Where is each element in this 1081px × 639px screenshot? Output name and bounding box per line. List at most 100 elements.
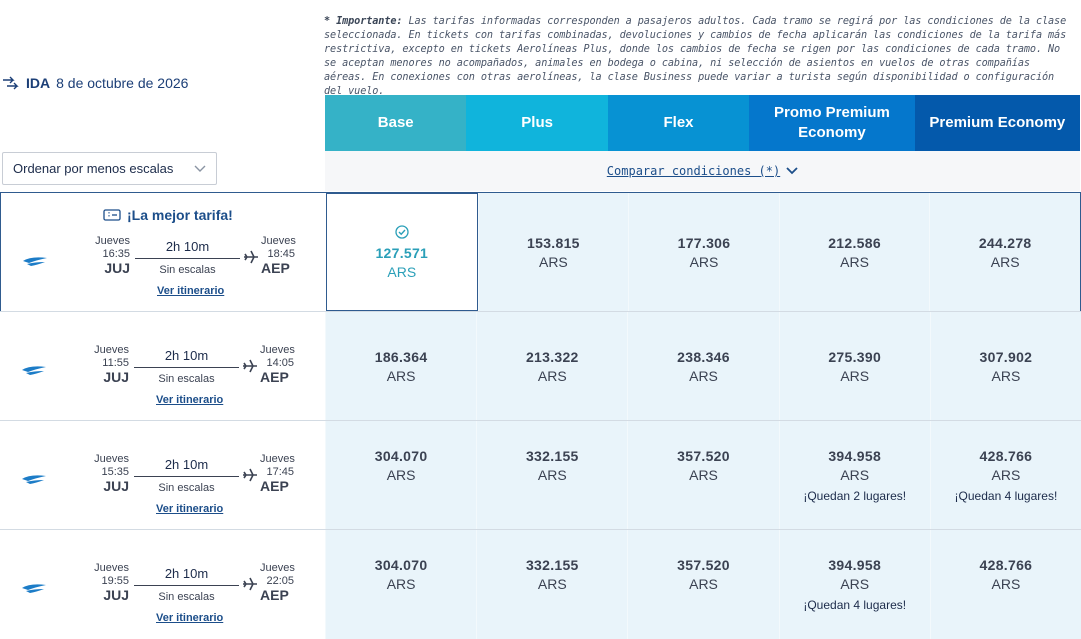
arrival-day: Jueves [261,235,296,247]
seats-left-placeholder [399,489,402,503]
arrival: Jueves 18:45 AEP [261,235,299,275]
fare-currency: ARS [386,368,416,384]
duration-value: 2h 10m [164,348,209,363]
fare-price: 244.278 [978,234,1032,251]
fare-price: 428.766 [979,557,1033,573]
chevron-down-icon [194,165,206,172]
row-divider [0,311,1081,312]
sort-select[interactable]: Ordenar por menos escalas [2,152,217,185]
departure-airport: JUJ [103,478,129,494]
chevron-down-icon [786,167,798,175]
fare-cell-base[interactable]: 304.070 ARS [325,530,477,639]
fare-currency: ARS [689,253,719,270]
duration: 2h 10m Sin escalas [134,348,239,385]
fare-currency: ARS [991,467,1021,483]
arrival-airport: AEP [261,260,290,276]
aerolineas-logo-icon [23,257,47,266]
plane-icon [243,577,257,591]
fare-cell-promo-premium-economy[interactable]: 212.586 ARS [778,193,930,311]
notice-text: Las tarifas informadas corresponden a pa… [324,16,1067,97]
fare-cell-plus[interactable]: 153.815 ARS [477,193,629,311]
fare-price: 428.766 [979,448,1033,464]
fare-header-3[interactable]: Promo Premium Economy [749,95,915,151]
arrival-airport: AEP [260,587,289,603]
flight-row: ¡La mejor tarifa! Jueves 16:35 JUJ 2h 10… [0,192,1081,312]
stops-label: Sin escalas [158,373,215,385]
arrival-time: 22:05 [266,575,294,587]
ticket-icon [103,209,121,221]
fare-header-2[interactable]: Flex [607,95,750,151]
stops-label: Sin escalas [159,264,216,276]
flight-row: Jueves 11:55 JUJ 2h 10m Sin escalas Juev… [0,312,1081,421]
fare-cell-premium-economy[interactable]: 428.766 ARS [929,530,1081,639]
departure-time: 15:35 [101,466,129,478]
aerolineas-logo-icon [22,366,46,375]
fare-cell-plus[interactable]: 332.155 ARS [476,530,628,639]
fare-price: 213.322 [525,349,579,365]
departure-airport: JUJ [103,369,129,385]
fare-cell-plus[interactable]: 213.322 ARS [476,312,628,421]
fare-currency: ARS [840,576,870,592]
arrival-time: 14:05 [266,357,294,369]
row-divider [0,420,1081,421]
duration-value: 2h 10m [165,239,210,254]
fare-cell-base[interactable]: 127.571 ARS [326,193,478,311]
fare-currency: ARS [387,263,417,280]
fare-cell-flex[interactable]: 357.520 ARS [627,421,779,530]
compare-conditions-link[interactable]: Comparar condiciones (*) [606,164,781,178]
fare-price: 332.155 [525,448,579,464]
view-itinerary-link[interactable]: Ver itinerario [156,503,224,515]
fare-currency: ARS [689,467,718,483]
notice-label: * Importante: [324,16,403,27]
fare-cell-premium-economy[interactable]: 307.902 ARS [929,312,1081,421]
fare-currency: ARS [537,576,567,592]
fare-cell-plus[interactable]: 332.155 ARS [476,421,628,530]
fare-cell-premium-economy[interactable]: 428.766 ARS ¡Quedan 4 lugares! [929,421,1081,530]
arrival: Jueves 22:05 AEP [260,562,298,602]
seats-left-placeholder [702,598,705,612]
best-fare-label: ¡La mejor tarifa! [127,207,233,223]
duration-value: 2h 10m [164,457,209,472]
aerolineas-logo-icon [22,475,46,484]
sort-select-value: Ordenar por menos escalas [13,161,174,176]
view-itinerary-link[interactable]: Ver itinerario [156,612,224,624]
fare-cell-promo-premium-economy[interactable]: 275.390 ARS [778,312,930,421]
fare-price: 394.958 [828,557,882,573]
fare-price: 307.902 [979,349,1033,365]
fare-cell-base[interactable]: 186.364 ARS [325,312,477,421]
plane-icon [243,468,257,482]
fare-cell-flex[interactable]: 357.520 ARS [627,530,779,639]
arrival-airport: AEP [260,369,289,385]
fare-header-4[interactable]: Premium Economy [914,95,1081,151]
flight-row: Jueves 19:55 JUJ 2h 10m Sin escalas Juev… [0,530,1081,639]
fare-price: 186.364 [374,349,428,365]
fare-header-1[interactable]: Plus [466,95,608,151]
fare-cell-promo-premium-economy[interactable]: 394.958 ARS ¡Quedan 4 lugares! [778,530,930,639]
duration: 2h 10m Sin escalas [135,239,240,276]
fare-header-0[interactable]: Base [325,95,467,151]
fare-cell-base[interactable]: 304.070 ARS [325,421,477,530]
arrival: Jueves 14:05 AEP [260,344,298,384]
fare-price: 357.520 [677,448,730,464]
check-circle-icon [395,224,409,239]
stops-label: Sin escalas [158,591,215,603]
fare-cell-flex[interactable]: 238.346 ARS [627,312,779,421]
important-notice: * Importante: Las tarifas informadas cor… [324,15,1069,99]
fare-currency: ARS [990,253,1020,270]
arrival-airport: AEP [260,478,289,494]
arrival-day: Jueves [260,453,295,465]
fare-cell-promo-premium-economy[interactable]: 394.958 ARS ¡Quedan 2 lugares! [778,421,930,530]
departure: Jueves 16:35 JUJ [93,235,130,275]
view-itinerary-link[interactable]: Ver itinerario [156,394,224,406]
departure-time: 11:55 [102,357,129,369]
fare-price: 153.815 [527,234,580,251]
arrival-day: Jueves [260,344,295,356]
fare-price: 212.586 [828,234,881,251]
departure-airport: JUJ [104,260,130,276]
view-itinerary-link[interactable]: Ver itinerario [157,285,225,297]
fare-cell-premium-economy[interactable]: 244.278 ARS [929,193,1080,311]
stops-label: Sin escalas [158,482,215,494]
fare-currency: ARS [386,576,416,592]
fare-headers: Base Plus Flex Promo Premium Economy Premium… [325,95,1081,151]
fare-cell-flex[interactable]: 177.306 ARS [628,193,779,311]
